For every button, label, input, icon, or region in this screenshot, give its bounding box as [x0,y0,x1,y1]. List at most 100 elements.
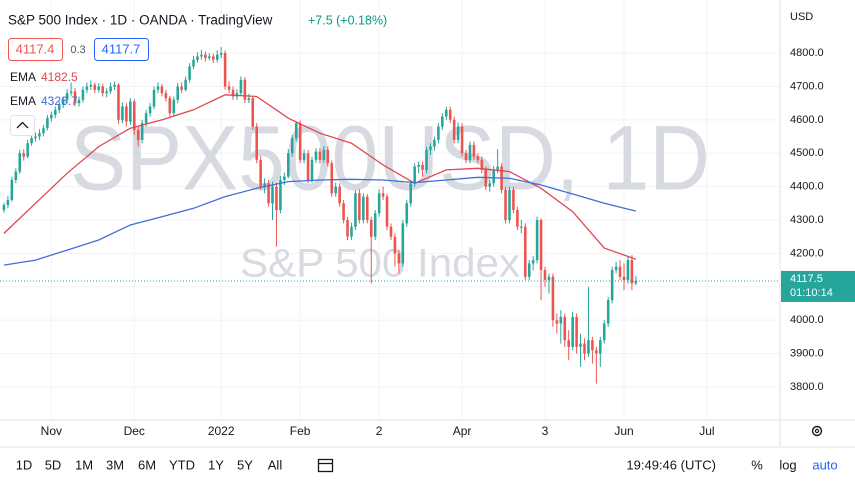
candle-body [523,226,527,277]
collapse-legend-button[interactable] [10,115,35,136]
candle-body [587,340,590,354]
candle-body [290,138,294,154]
percent-button[interactable]: % [751,457,763,472]
candle-body [472,144,476,157]
candle-body [413,166,416,184]
candle-body [196,56,199,60]
candle-body [571,316,574,347]
candle-body [405,203,409,224]
candle-body [448,109,452,120]
auto-button[interactable]: auto [812,457,837,472]
candle-body [61,99,65,105]
candle-body [192,59,195,67]
watermark-description: S&P 500 Index [240,242,520,286]
candle-body [81,89,85,100]
log-button[interactable]: log [779,457,796,472]
candle-body [401,223,405,264]
candle-body [417,164,420,167]
candle-body [89,84,93,87]
candle-body [164,93,168,99]
candle-body [381,193,385,197]
candle-body [85,86,89,90]
last-price-label: 4117.5 [790,273,823,285]
clock[interactable]: 19:49:46 (UTC) [626,457,716,472]
candle-body [441,116,444,127]
x-tick-label: 2 [376,424,383,438]
x-tick-label: 3 [542,424,549,438]
candle-body [484,169,488,187]
candle-body [298,123,302,160]
candle-body [563,316,567,341]
candle-body [113,84,116,87]
candle-body [310,159,314,180]
candle-body [239,79,243,94]
sell-button[interactable] [8,38,63,61]
candle-body [579,343,582,347]
ask-price[interactable]: 4117.7 [102,41,141,56]
settings-button[interactable] [811,425,823,437]
range-button[interactable]: 1Y [208,457,224,472]
candle-body [243,79,247,100]
candle-body [279,179,282,210]
spread: 0.3 [70,44,85,56]
candle-body [26,143,29,157]
watermark-symbol: SPX500USD, 1D [70,107,710,209]
range-button[interactable]: 5Y [237,457,253,472]
candle-body [488,183,492,187]
candle-body [65,93,69,100]
bid-price[interactable]: 4117.4 [16,41,55,56]
candle-body [504,189,507,221]
candle-body [393,236,397,254]
candle-body [227,86,231,90]
candle-body [492,169,495,184]
candle-body [144,113,148,124]
candle-body [622,276,626,281]
candle-body [437,126,440,140]
range-button[interactable]: 3M [106,457,124,472]
y-tick-label: 4800.0 [790,47,824,59]
range-button[interactable]: 1D [16,457,33,472]
candle-body [476,156,480,160]
buy-button[interactable] [94,38,149,61]
settings-icon[interactable] [814,428,820,434]
candle-body [610,270,614,301]
candle-body [93,84,97,90]
goto-date-button[interactable] [317,458,334,473]
candle-body [18,153,22,172]
range-button[interactable]: YTD [169,457,195,472]
candle-body [54,109,57,115]
candle-body [433,139,436,147]
candle-body [567,340,570,347]
candle-body [369,220,373,237]
candle-body [204,54,207,59]
range-button[interactable]: 5D [45,457,62,472]
range-button[interactable]: 1M [75,457,93,472]
currency-label: USD [790,11,813,23]
range-button[interactable]: All [268,457,283,472]
candle-body [599,340,602,354]
candle-body [132,101,136,130]
candle-body [358,193,361,221]
candle-body [602,323,606,341]
candle-body [263,183,266,187]
collapse-icon[interactable] [16,121,29,129]
candle-body [101,86,104,94]
candle-body [595,350,598,354]
candle-body [140,123,144,140]
candle-body [559,316,563,324]
candle-body [180,86,183,90]
range-button[interactable]: 6M [138,457,156,472]
candle-body [156,86,160,90]
candle-body [184,79,187,90]
candle-body [302,153,306,160]
candle-body [172,99,176,114]
candle-body [346,220,349,237]
range-buttons: 1D 5D 1M 3M 6M YTD 1Y 5Y All [16,457,283,472]
y-tick-label: 4200.0 [790,247,824,259]
indicator-name: EMA [10,94,36,108]
candle-body [176,86,180,100]
candle-body [362,196,365,221]
candle-body [456,126,460,140]
candle-body [215,54,219,60]
x-tick-label: 2022 [208,424,235,438]
